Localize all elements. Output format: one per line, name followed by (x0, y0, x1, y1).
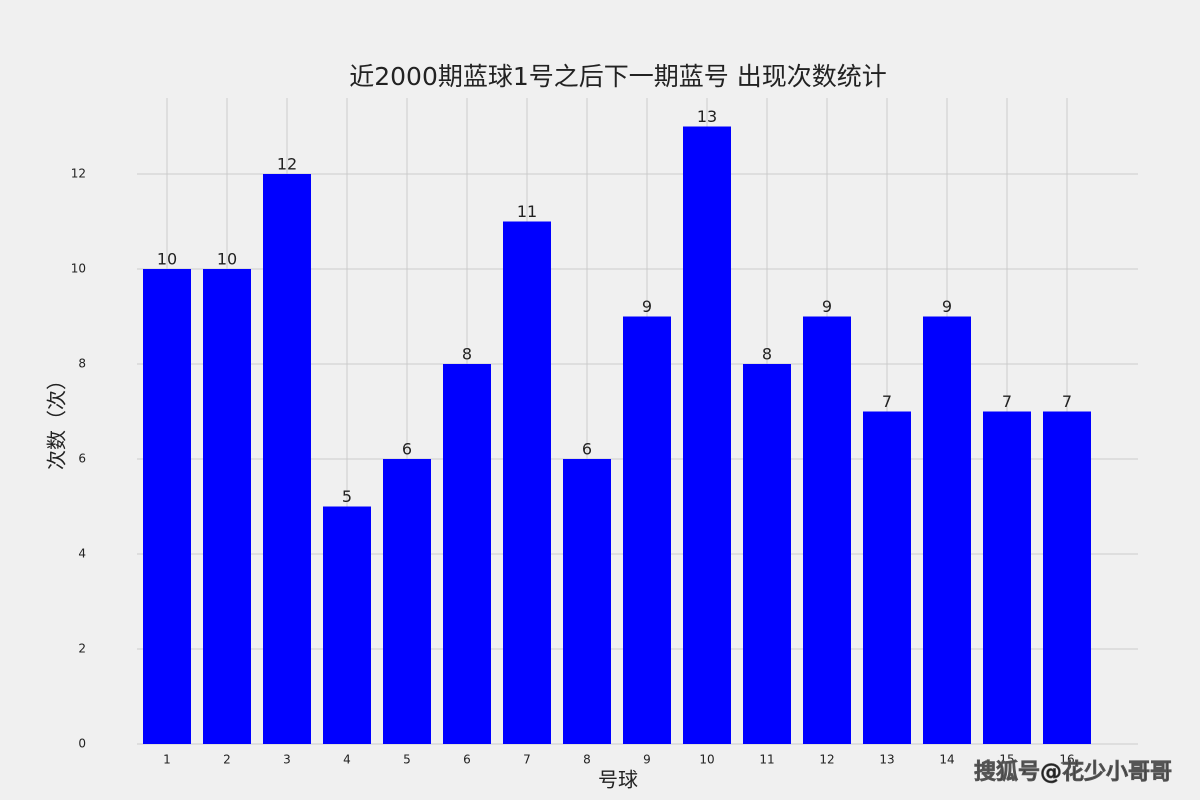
bar (803, 316, 851, 744)
bar (203, 269, 251, 744)
y-tick-label: 12 (71, 167, 86, 181)
bar (743, 364, 791, 744)
x-tick-label: 9 (643, 753, 651, 767)
data-label: 7 (1002, 392, 1012, 411)
x-tick-label: 6 (463, 753, 471, 767)
y-tick-label: 0 (78, 737, 86, 751)
bar (323, 506, 371, 744)
bar (563, 459, 611, 744)
data-label: 5 (342, 487, 352, 506)
data-label: 11 (517, 202, 537, 221)
y-tick-label: 8 (78, 357, 86, 371)
y-tick-label: 4 (78, 547, 86, 561)
data-label: 7 (882, 392, 892, 411)
y-axis-label: 次数（次） (45, 370, 69, 470)
data-label: 9 (642, 297, 652, 316)
x-tick-label: 11 (759, 753, 774, 767)
bar (923, 316, 971, 744)
data-label: 12 (277, 155, 297, 174)
x-tick-label: 4 (343, 753, 351, 767)
x-tick-label: 5 (403, 753, 411, 767)
data-label: 9 (822, 297, 832, 316)
x-tick-label: 12 (819, 753, 834, 767)
data-label: 13 (697, 107, 717, 126)
x-tick-label: 3 (283, 753, 291, 767)
bar (383, 459, 431, 744)
data-label: 8 (462, 345, 472, 364)
x-tick-label: 15 (999, 753, 1014, 767)
data-label: 10 (217, 250, 237, 269)
y-tick-label: 2 (78, 642, 86, 656)
x-tick-label: 16 (1059, 753, 1074, 767)
bar (443, 364, 491, 744)
bar (143, 269, 191, 744)
data-label: 7 (1062, 392, 1072, 411)
bar (1043, 411, 1091, 744)
watermark: 搜狐号@花少小哥哥 (974, 759, 1172, 785)
x-tick-label: 14 (939, 753, 954, 767)
y-tick-label: 6 (78, 452, 86, 466)
x-tick-label: 7 (523, 753, 531, 767)
data-label: 6 (582, 440, 592, 459)
x-tick-label: 10 (699, 753, 714, 767)
x-tick-label: 8 (583, 753, 591, 767)
bar (263, 174, 311, 744)
x-tick-label: 1 (163, 753, 171, 767)
bar (683, 126, 731, 744)
chart-title: 近2000期蓝球1号之后下一期蓝号 出现次数统计 (349, 62, 886, 91)
bar (863, 411, 911, 744)
data-label: 6 (402, 440, 412, 459)
bar (503, 221, 551, 744)
data-label: 9 (942, 297, 952, 316)
x-tick-label: 13 (879, 753, 894, 767)
bar (623, 316, 671, 744)
x-axis-label: 号球 (598, 768, 638, 792)
bar (983, 411, 1031, 744)
data-label: 10 (157, 250, 177, 269)
x-tick-label: 2 (223, 753, 231, 767)
y-tick-label: 10 (71, 262, 86, 276)
data-label: 8 (762, 345, 772, 364)
